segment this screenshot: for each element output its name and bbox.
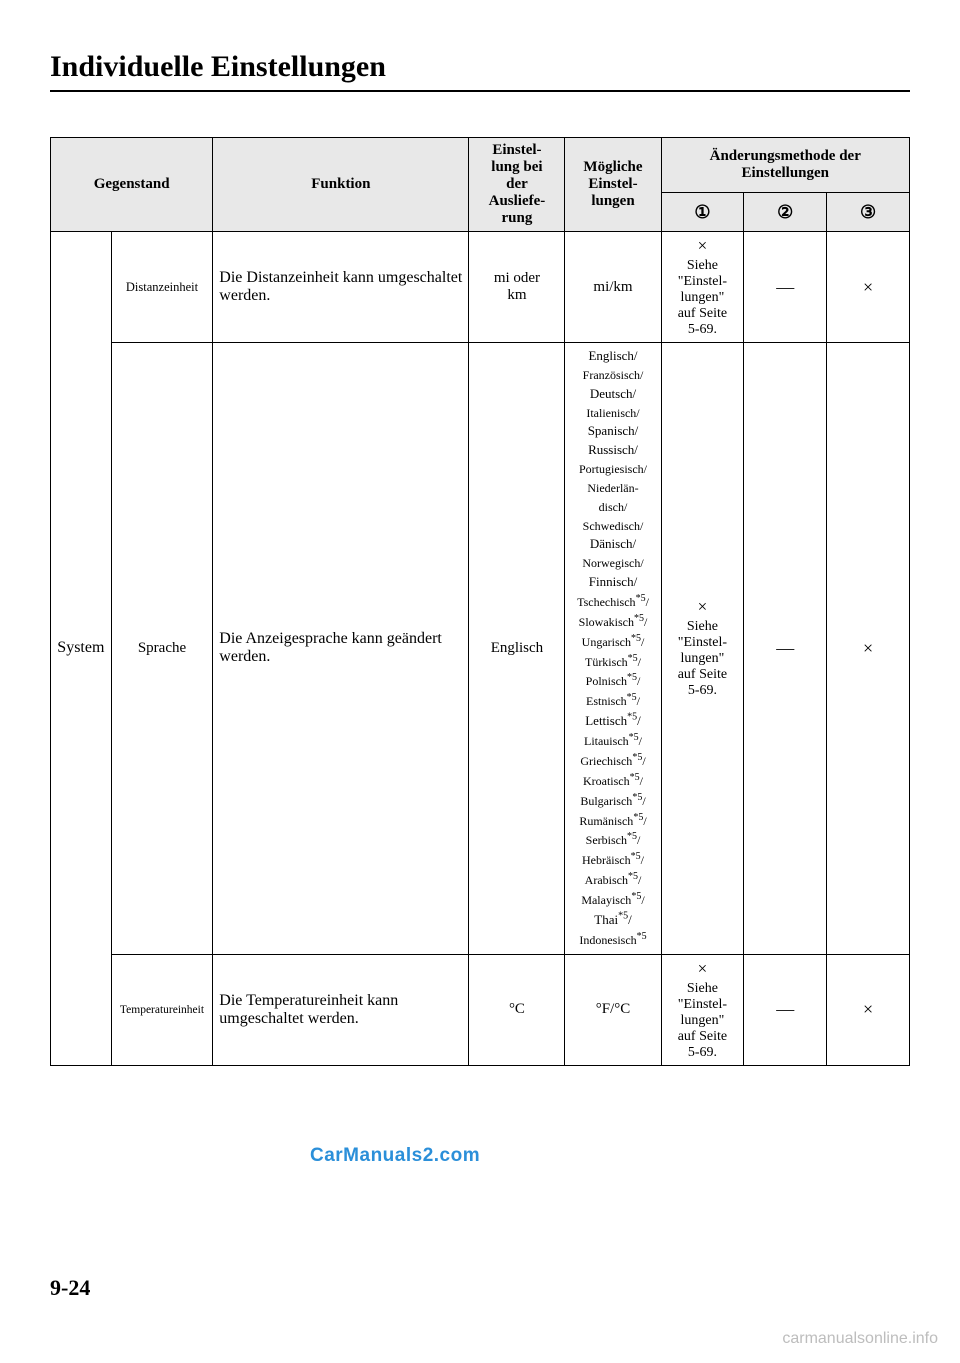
lang-text: Englisch/Französisch/Deutsch/Italienisch… [577, 348, 649, 947]
header-funktion: Funktion [213, 138, 469, 232]
settings-table: Gegenstand Funktion Einstel- lung bei de… [50, 137, 910, 1066]
table-row: Temperatureinheit Die Temperatureinheit … [51, 954, 910, 1065]
cell-method3: × [827, 343, 910, 955]
method1-text: Siehe "Einstel- lungen" auf Seite 5-69. [678, 619, 727, 698]
header-default: Einstel- lung bei der Ausliefe- rung [469, 138, 565, 232]
header-circled-1: ① [661, 193, 744, 232]
page-number: 9-24 [50, 1275, 90, 1301]
cell-function: Die Temperatureinheit kann umgeschaltet … [213, 954, 469, 1065]
method1-text: Siehe "Einstel- lungen" auf Seite 5-69. [678, 258, 727, 337]
x-icon: × [664, 236, 742, 256]
cell-method3: × [827, 232, 910, 343]
watermark-corner: carmanualsonline.info [782, 1330, 938, 1348]
header-change-method: Änderungsmethode der Einstellungen [661, 138, 909, 193]
cell-category: System [51, 232, 112, 1066]
cell-default: °C [469, 954, 565, 1065]
cell-default: Englisch [469, 343, 565, 955]
cell-possible-languages: Englisch/Französisch/Deutsch/Italienisch… [565, 343, 661, 955]
cell-function: Die Distanzeinheit kann umgeschaltet wer… [213, 232, 469, 343]
header-possible: Mögliche Einstel- lungen [565, 138, 661, 232]
cell-default: mi oder km [469, 232, 565, 343]
cell-method1: × Siehe "Einstel- lungen" auf Seite 5-69… [661, 232, 744, 343]
cell-method1: × Siehe "Einstel- lungen" auf Seite 5-69… [661, 343, 744, 955]
cell-item: Sprache [111, 343, 213, 955]
cell-function: Die Anzeigesprache kann geändert werden. [213, 343, 469, 955]
header-circled-2: ② [744, 193, 827, 232]
method1-text: Siehe "Einstel- lungen" auf Seite 5-69. [678, 981, 727, 1060]
table-row: Sprache Die Anzeigesprache kann geändert… [51, 343, 910, 955]
cell-method3: × [827, 954, 910, 1065]
cell-method2: ― [744, 343, 827, 955]
watermark-center: CarManuals2.com [310, 1145, 480, 1167]
header-circled-3: ③ [827, 193, 910, 232]
x-icon: × [664, 597, 742, 617]
header-gegenstand: Gegenstand [51, 138, 213, 232]
page-title: Individuelle Einstellungen [50, 50, 910, 92]
cell-method2: ― [744, 232, 827, 343]
cell-item: Distanzeinheit [111, 232, 213, 343]
cell-item: Temperatureinheit [111, 954, 213, 1065]
cell-possible: mi/km [565, 232, 661, 343]
table-row: System Distanzeinheit Die Distanzeinheit… [51, 232, 910, 343]
cell-possible: °F/°C [565, 954, 661, 1065]
cell-method1: × Siehe "Einstel- lungen" auf Seite 5-69… [661, 954, 744, 1065]
cell-method2: ― [744, 954, 827, 1065]
x-icon: × [664, 959, 742, 979]
